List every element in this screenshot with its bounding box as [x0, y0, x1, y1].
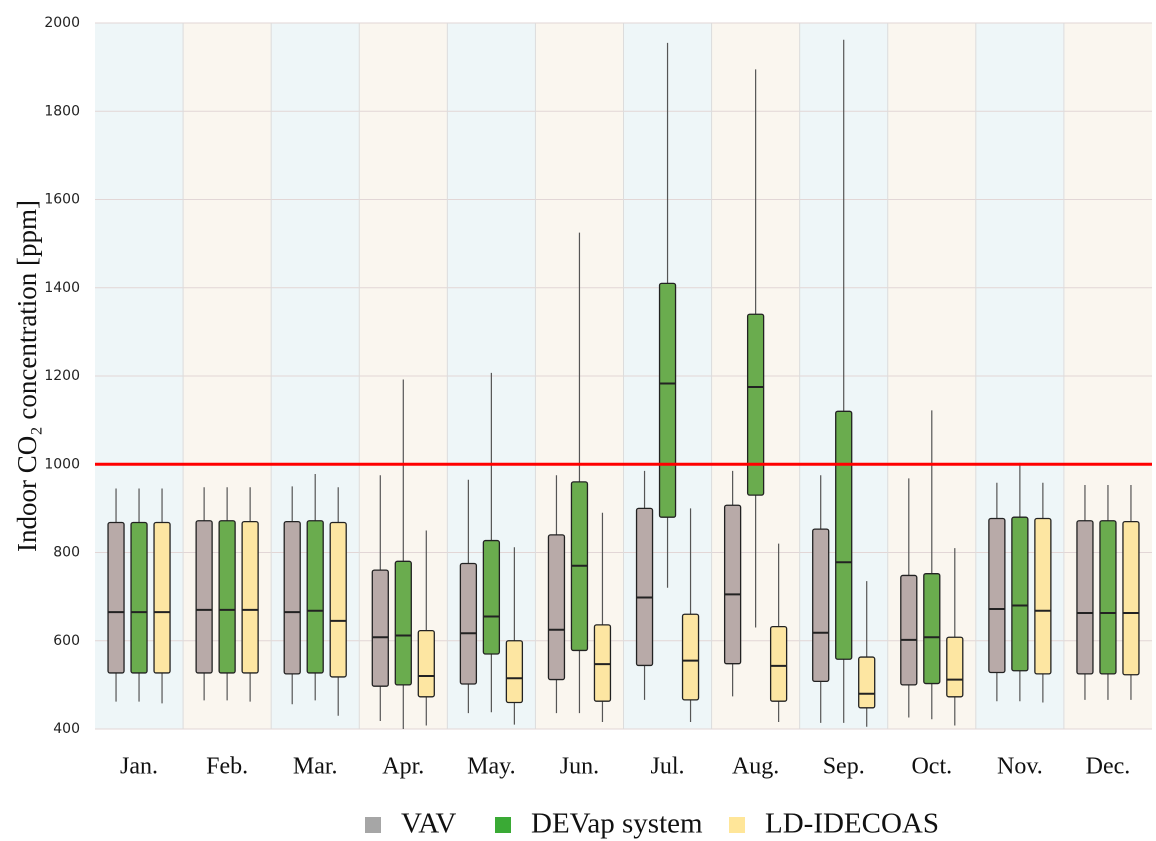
y-tick-label: 1800 — [44, 103, 80, 119]
box — [1099, 520, 1117, 675]
box — [306, 520, 324, 674]
box — [1011, 516, 1029, 672]
box — [394, 560, 412, 686]
box — [417, 629, 435, 698]
box — [329, 521, 347, 678]
box — [835, 410, 853, 660]
box — [505, 640, 524, 704]
y-tick-label: 1200 — [44, 368, 80, 384]
box — [153, 521, 171, 674]
box — [746, 313, 765, 496]
box — [923, 573, 941, 685]
legend-label: VAV — [401, 808, 456, 840]
legend-swatch — [365, 817, 381, 833]
box — [547, 534, 566, 681]
box — [283, 520, 301, 675]
x-tick-label: Aug. — [732, 754, 779, 780]
x-tick-label: Jan. — [120, 754, 158, 780]
box — [459, 562, 478, 685]
y-tick-label: 2000 — [44, 15, 80, 31]
box — [681, 613, 700, 701]
y-tick-label: 1000 — [44, 456, 80, 472]
box — [812, 528, 830, 682]
y-axis-label: Indoor CO₂ concentration [ppm] — [12, 200, 42, 552]
legend-label: DEVap system — [531, 808, 703, 840]
box — [988, 517, 1006, 674]
box — [858, 656, 876, 709]
box — [635, 507, 654, 667]
box — [1076, 520, 1094, 675]
x-tick-label: Oct. — [911, 754, 952, 780]
box — [371, 569, 389, 687]
box — [482, 539, 501, 655]
y-tick-label: 1400 — [44, 280, 80, 296]
box — [195, 520, 213, 674]
box — [900, 574, 918, 686]
x-tick-label: Dec. — [1086, 754, 1131, 780]
box — [723, 504, 742, 665]
box — [946, 636, 964, 698]
y-tick-label: 400 — [53, 721, 80, 737]
x-tick-label: Apr. — [382, 754, 424, 780]
legend-swatch — [729, 817, 745, 833]
box — [769, 625, 788, 702]
box — [1034, 517, 1052, 675]
y-tick-label: 800 — [53, 545, 80, 561]
box — [1122, 520, 1140, 676]
y-tick-label: 600 — [53, 633, 80, 649]
x-tick-label: Jul. — [651, 754, 685, 780]
legend-swatch — [495, 817, 511, 833]
box — [107, 521, 125, 674]
x-tick-label: Sep. — [823, 754, 865, 780]
box — [593, 624, 612, 702]
x-tick-label: Jun. — [560, 754, 599, 780]
x-tick-label: Feb. — [206, 754, 248, 780]
legend-label: LD-IDECOAS — [765, 808, 939, 840]
x-tick-label: Mar. — [293, 754, 338, 780]
x-tick-label: May. — [467, 754, 515, 780]
box — [241, 520, 259, 674]
x-tick-label: Nov. — [997, 754, 1043, 780]
box — [130, 521, 148, 674]
y-tick-label: 1600 — [44, 192, 80, 208]
box — [218, 520, 236, 674]
box — [658, 282, 677, 518]
